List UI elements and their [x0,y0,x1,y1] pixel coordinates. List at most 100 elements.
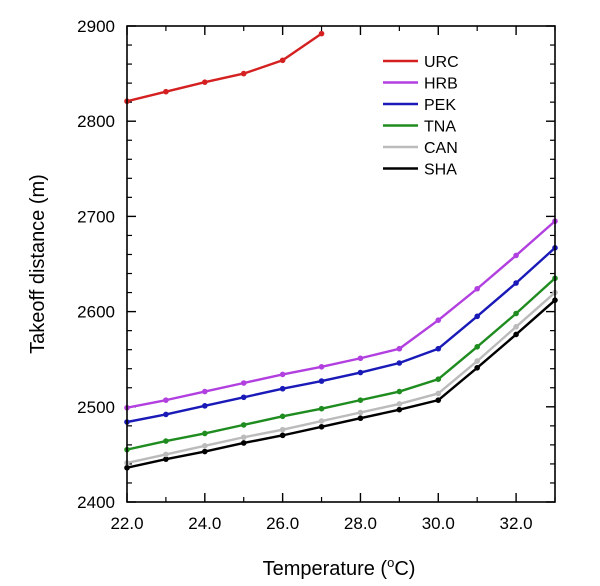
data-point-tna [474,344,480,350]
data-point-tna [396,388,403,395]
data-point-pek [474,313,480,320]
data-point-sha [279,432,286,439]
data-point-can [202,443,208,449]
data-point-tna [357,397,364,403]
data-point-hrb [279,371,286,378]
data-point-urc [163,88,169,95]
series-tna [124,275,558,453]
x-tick-label: 30.0 [422,514,455,533]
data-point-can [318,418,325,424]
legend-item-can: CAN [383,140,458,157]
legend-label: PEK [424,97,456,114]
data-point-pek [240,394,247,401]
data-point-can [240,434,247,441]
y-tick-label: 2800 [77,112,115,131]
y-tick-label: 2500 [77,398,115,417]
data-point-sha [513,331,519,338]
data-point-pek [513,280,519,286]
data-point-hrb [435,317,442,323]
x-axis-title-main: Temperature ( [263,558,388,580]
data-point-hrb [513,252,519,259]
data-point-tna [202,430,208,437]
data-point-pek [163,411,169,418]
x-tick-label: 24.0 [188,514,221,533]
data-point-tna [163,438,169,444]
data-point-can [163,451,169,458]
data-point-pek [202,403,208,409]
data-point-pek [318,378,325,384]
series-hrb [124,218,558,411]
data-point-can [474,358,480,364]
series-layer [124,30,558,471]
series-line-can [126,291,556,465]
data-point-tna [435,376,442,382]
data-point-hrb [163,397,169,403]
x-tick-label: 22.0 [110,514,143,533]
data-point-hrb [318,364,325,370]
x-axis-title-unit: C) [394,558,415,580]
x-axis-title-superscript: o [387,555,394,570]
data-point-tna [513,310,519,317]
series-line-sha [126,299,556,469]
x-axis-title: Temperature (oC) [263,555,416,580]
series-line-hrb [126,220,556,409]
data-point-tna [240,422,247,428]
data-point-hrb [474,285,480,292]
data-point-can [357,409,364,416]
y-tick-label: 2900 [77,17,115,36]
data-point-pek [357,369,364,376]
data-point-urc [318,30,325,37]
data-point-can [435,390,442,397]
plot-frame [126,25,556,503]
data-point-pek [396,360,403,366]
y-tick-label: 2700 [77,207,115,226]
data-point-can [513,324,519,330]
legend: URC HRB PEK TNA CAN SHA [383,54,459,179]
data-point-tna [318,405,325,412]
data-point-hrb [357,355,364,362]
x-tick-label: 28.0 [344,514,377,533]
legend-label: SHA [424,162,457,179]
data-point-urc [202,79,208,85]
y-tick-label: 2400 [77,493,115,512]
data-point-sha [357,415,364,422]
data-point-hrb [240,380,247,386]
series-can [124,289,558,466]
data-point-pek [279,385,286,392]
legend-label: HRB [424,76,458,93]
data-point-can [396,401,403,407]
legend-label: URC [424,54,459,71]
legend-item-pek: PEK [383,97,456,114]
data-point-hrb [202,388,208,395]
legend-item-sha: SHA [383,162,457,179]
data-point-can [279,426,286,433]
series-sha [124,297,558,471]
data-point-sha [240,440,247,446]
x-tick-label: 32.0 [500,514,533,533]
data-point-pek [435,345,442,352]
data-point-sha [163,456,169,462]
axis-ticks [126,25,556,503]
series-urc [124,30,325,105]
data-point-hrb [396,345,403,352]
legend-item-tna: TNA [383,119,456,136]
x-tick-label: 26.0 [266,514,299,533]
y-axis-title: Takeoff distance (m) [27,174,49,354]
legend-label: CAN [424,140,458,157]
legend-label: TNA [424,119,456,136]
data-point-sha [202,448,208,455]
data-point-urc [279,57,286,64]
tick-labels: 22.0 24.0 26.0 28.0 30.0 32.0 2400 2500 2600 2700… [77,17,532,533]
series-line-pek [126,246,556,424]
legend-item-hrb: HRB [383,76,458,93]
data-point-sha [435,397,442,403]
data-point-sha [318,423,325,430]
data-point-urc [240,70,247,77]
y-tick-label: 2600 [77,303,115,322]
legend-item-urc: URC [383,54,459,71]
data-point-sha [474,364,480,371]
series-line-tna [126,277,556,451]
data-point-sha [396,406,403,413]
series-line-urc [126,32,323,103]
